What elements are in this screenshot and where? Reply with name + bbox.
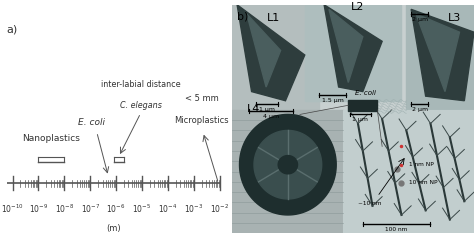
Text: $10^{-7}$: $10^{-7}$: [81, 202, 100, 214]
Text: 1 nm NP: 1 nm NP: [409, 162, 434, 167]
Polygon shape: [411, 9, 474, 101]
Text: Nanoplastics: Nanoplastics: [22, 134, 80, 143]
Text: $10^{-9}$: $10^{-9}$: [29, 202, 48, 214]
Text: 4 μm: 4 μm: [263, 114, 279, 119]
Bar: [305, 5, 401, 101]
Text: L2: L2: [351, 2, 365, 12]
Text: 1 μm: 1 μm: [259, 107, 275, 112]
Bar: [232, 5, 319, 110]
Text: E. coli: E. coli: [355, 90, 376, 96]
Text: C. elegans: C. elegans: [120, 101, 162, 109]
Text: (m): (m): [106, 224, 121, 233]
Polygon shape: [324, 5, 382, 92]
Text: L3: L3: [448, 13, 461, 23]
Text: 1.5 μm: 1.5 μm: [322, 98, 344, 103]
Text: L1: L1: [267, 13, 280, 23]
Bar: [344, 110, 474, 233]
Text: 1 μm: 1 μm: [352, 117, 368, 122]
Text: $10^{-2}$: $10^{-2}$: [210, 202, 229, 214]
Polygon shape: [278, 156, 298, 174]
Text: 10 nm NP: 10 nm NP: [409, 180, 438, 185]
Polygon shape: [329, 9, 363, 82]
Text: b): b): [237, 12, 248, 22]
Text: inter-labial distance: inter-labial distance: [101, 80, 181, 89]
Text: $10^{-4}$: $10^{-4}$: [158, 202, 178, 214]
Polygon shape: [237, 5, 305, 101]
Text: L4: L4: [247, 104, 260, 114]
Text: 2 μm: 2 μm: [411, 107, 428, 112]
Text: 2 μm: 2 μm: [411, 17, 428, 22]
Bar: [348, 99, 377, 111]
Text: ~10 nm: ~10 nm: [358, 201, 382, 206]
Text: $10^{-8}$: $10^{-8}$: [55, 202, 74, 214]
Polygon shape: [254, 130, 322, 199]
Text: $10^{-6}$: $10^{-6}$: [107, 202, 126, 214]
Text: Microplastics: Microplastics: [174, 116, 229, 125]
Text: a): a): [6, 25, 17, 35]
Bar: [406, 5, 474, 110]
Text: 100 nm: 100 nm: [385, 227, 408, 232]
Text: E. coli: E. coli: [78, 118, 105, 127]
Bar: [232, 110, 344, 233]
Text: $10^{-5}$: $10^{-5}$: [132, 202, 152, 214]
Text: < 5 mm: < 5 mm: [185, 94, 219, 103]
Polygon shape: [416, 14, 459, 92]
Text: $10^{-10}$: $10^{-10}$: [1, 202, 24, 214]
Polygon shape: [247, 14, 281, 87]
Text: $10^{-3}$: $10^{-3}$: [184, 202, 203, 214]
Polygon shape: [239, 114, 336, 215]
